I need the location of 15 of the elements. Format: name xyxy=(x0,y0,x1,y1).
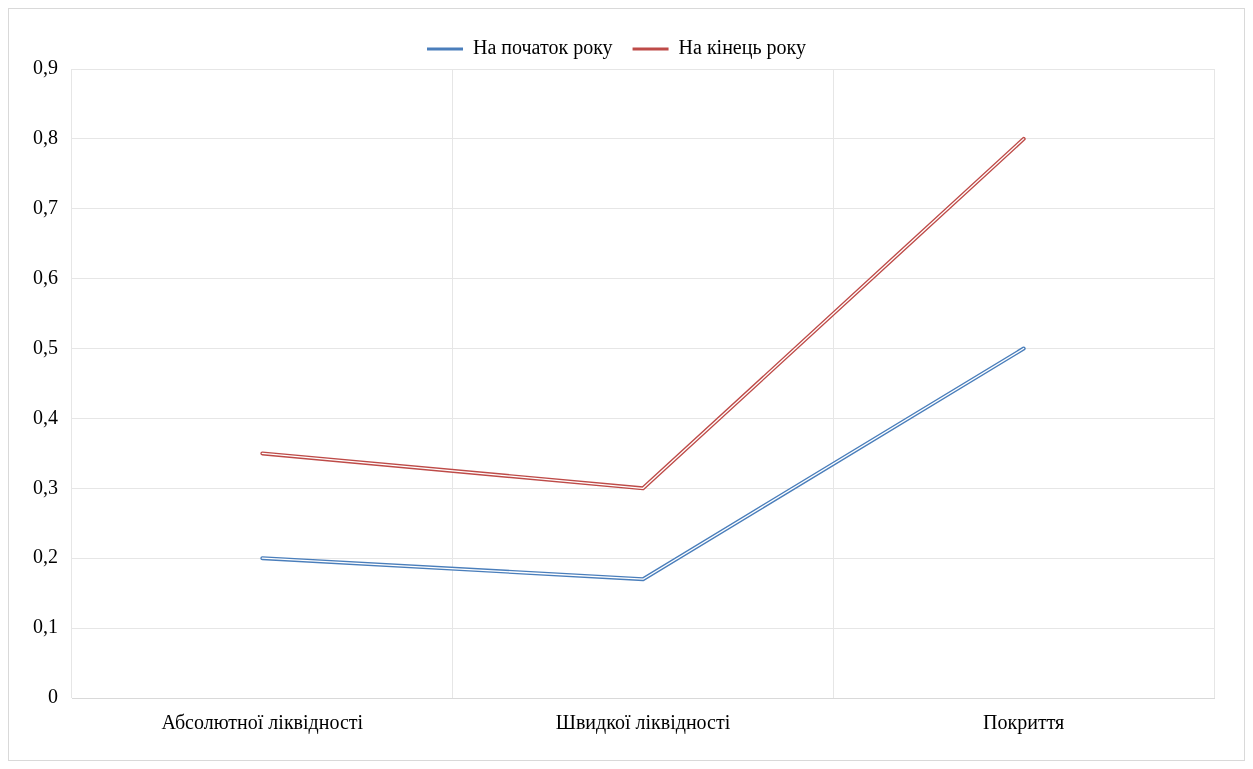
x-tick-label: Абсолютної ліквідності xyxy=(161,711,364,735)
legend-label: На кінець року xyxy=(678,36,806,60)
y-tick-label: 0,5 xyxy=(33,335,58,358)
y-tick-label: 0,7 xyxy=(33,196,58,219)
x-tick-label: Швидкої ліквідності xyxy=(555,711,731,735)
y-tick-label: 0,1 xyxy=(33,615,58,638)
y-tick-label: 0 xyxy=(48,685,58,708)
y-tick-label: 0,9 xyxy=(33,56,58,79)
legend-label: На початок року xyxy=(473,36,613,60)
y-tick-label: 0,4 xyxy=(33,405,58,428)
y-tick-label: 0,6 xyxy=(33,265,58,288)
x-tick-label: Покриття xyxy=(983,711,1065,735)
y-tick-label: 0,3 xyxy=(33,475,58,498)
y-tick-label: 0,8 xyxy=(33,126,58,149)
y-tick-label: 0,2 xyxy=(33,545,58,568)
